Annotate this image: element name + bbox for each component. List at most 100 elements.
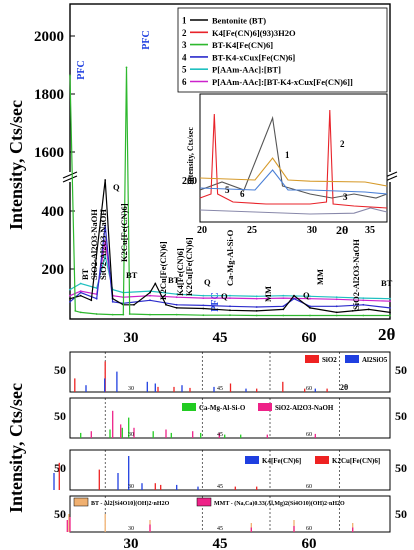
panel-legend-swatch — [345, 355, 359, 363]
inset-x-tick: 35 — [365, 225, 375, 236]
panel-legend-label: SiO2-Al2O3-NaOH — [275, 404, 334, 412]
reference-y-label: Intensity, Cts/sec — [6, 383, 26, 513]
data-point — [95, 313, 98, 315]
peak-label: BT — [80, 268, 90, 280]
legend-number: 4 — [182, 52, 187, 62]
data-point — [79, 294, 82, 297]
data-point — [229, 294, 231, 297]
peak-label: MM — [315, 269, 325, 285]
data-point — [69, 297, 71, 300]
y-tick-1800: 1800 — [34, 87, 64, 103]
panel-legend-swatch — [245, 456, 259, 464]
panel-y-tick-right: 50 — [395, 363, 407, 377]
inset-curve-label: 3 — [343, 192, 348, 202]
panel-legend-label: SiO2 — [322, 356, 337, 364]
y-tick-400: 400 — [42, 204, 65, 220]
panel-legend-label: K2Cu[Fe(CN)6] — [332, 457, 380, 465]
data-point — [229, 297, 231, 299]
panel-frame — [69, 397, 391, 439]
ref-x-tick-30: 30 — [124, 536, 139, 550]
panel-x-tick: 45 — [217, 484, 223, 490]
data-point — [125, 66, 128, 69]
legend-number: 2 — [182, 28, 187, 38]
reference-panel-4: 50 50 30 45 60 BT - Al2[Si4O10](OH)2·nH2O MMT … — [54, 495, 407, 533]
data-point — [255, 314, 258, 317]
data-point — [154, 282, 157, 285]
data-point — [229, 309, 231, 312]
pfc-label: PFC — [141, 30, 152, 49]
data-point — [389, 314, 391, 317]
panel-x-tick: 60 — [306, 484, 312, 490]
x-tick-60: 60 — [302, 330, 317, 346]
inset-series-3 — [199, 207, 388, 215]
data-point — [309, 297, 311, 300]
data-point — [111, 300, 114, 303]
inset-series-2 — [199, 109, 388, 209]
peak-label: MM — [263, 286, 273, 302]
main-x-label: 2θ — [378, 325, 396, 344]
main-y-label: Intensity, Cts/sec — [6, 100, 26, 230]
panel-frame — [69, 449, 391, 491]
data-point — [282, 294, 285, 297]
data-point — [122, 313, 125, 316]
legend-label: P[AAm-AAc]:[BT-K4-xCux[Fe(CN)6]] — [212, 77, 353, 87]
data-point — [282, 305, 285, 308]
data-point — [282, 314, 285, 317]
inset-series-5 — [199, 157, 388, 187]
data-point — [111, 297, 114, 300]
data-point — [149, 294, 151, 297]
data-point — [362, 314, 365, 317]
data-point — [202, 304, 205, 307]
data-point — [69, 74, 71, 77]
panel-x-tick: 45 — [217, 386, 223, 392]
data-point — [128, 313, 131, 315]
inset-curve-label: 1 — [285, 150, 290, 160]
panel-x-tick: 45 — [217, 526, 223, 532]
panel-y-tick: 50 — [54, 461, 66, 475]
peak-label: Q — [303, 290, 310, 300]
data-point — [282, 297, 285, 299]
panel-x-tick: 60 — [306, 526, 312, 532]
panel-x-tick: 30 — [128, 484, 134, 490]
panel-y-tick: 50 — [54, 363, 66, 377]
data-point — [309, 307, 311, 309]
inset-curve-label: 6 — [240, 189, 245, 199]
main-curves — [69, 66, 391, 317]
data-point — [293, 294, 295, 297]
panel-legend-label: MMT - (Na,Ca)0.33(Al,Mg)2(Si4O10)(OH)2·n… — [214, 500, 345, 507]
data-point — [202, 314, 205, 317]
panel-legend-swatch — [196, 497, 212, 507]
inset-curve-label: 5 — [225, 185, 230, 195]
legend-number: 6 — [182, 77, 187, 87]
data-point — [79, 311, 82, 314]
peak-label: SiO2-Al2O3-NaOH — [98, 209, 108, 280]
data-point — [79, 290, 82, 292]
panel-x-tick: 60 — [306, 386, 312, 392]
x-tick-30: 30 — [124, 330, 139, 346]
data-point — [309, 314, 311, 317]
data-point — [335, 296, 338, 299]
peak-label: K2Cu[Fe(CN)6] — [184, 237, 194, 296]
data-point — [79, 282, 82, 285]
data-point — [335, 311, 338, 314]
inset-series-6 — [199, 169, 388, 195]
data-point — [335, 298, 338, 301]
ref-x-tick-45: 45 — [213, 536, 228, 550]
data-point — [229, 314, 231, 317]
data-point — [389, 297, 391, 300]
series-line-p-aam-aac-bt- — [69, 255, 391, 300]
data-point — [79, 291, 82, 294]
panel-x-tick: 30 — [128, 432, 134, 438]
data-point — [165, 303, 167, 306]
data-point — [69, 300, 71, 303]
panel-legend-label: Ca-Mg-Al-Si-O — [199, 404, 246, 412]
data-point — [202, 307, 205, 310]
y-tick-2000: 2000 — [34, 29, 64, 45]
panel-legend-swatch — [305, 355, 319, 363]
panel-x-tick: 30 — [128, 386, 134, 392]
panel-y-tick: 50 — [54, 507, 66, 521]
data-point — [104, 240, 107, 242]
peak-label: BT — [168, 275, 180, 285]
legend-label: BT-K4-xCux[Fe(CN)6] — [212, 52, 295, 62]
data-point — [90, 299, 93, 302]
